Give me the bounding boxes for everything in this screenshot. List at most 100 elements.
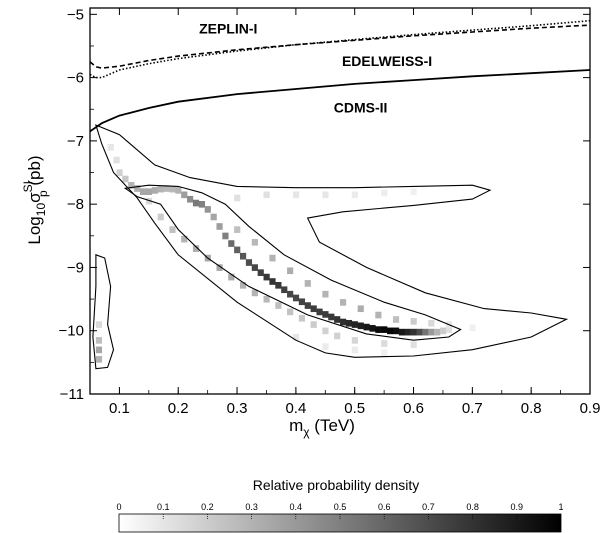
density-cell <box>281 286 288 294</box>
density-cell <box>192 245 200 252</box>
x-axis-title: mχ (TeV) <box>289 416 355 439</box>
density-cell <box>269 254 276 262</box>
density-cell <box>340 318 347 326</box>
density-cell <box>381 340 388 347</box>
density-cell <box>328 313 335 321</box>
x-tick-label: 0.6 <box>403 400 424 417</box>
density-cell <box>157 213 164 221</box>
density-cell <box>275 281 282 289</box>
density-cell <box>145 188 153 195</box>
colorbar-tick-label: 0.8 <box>466 502 479 512</box>
density-cell <box>357 322 364 330</box>
colorbar-tick-label: 0.2 <box>201 502 214 512</box>
density-cell <box>222 232 229 240</box>
y-tick-label: −6 <box>67 70 84 87</box>
colorbar-tick-label: 0.5 <box>334 502 347 512</box>
density-cell <box>375 311 382 319</box>
density-cell <box>128 182 135 189</box>
y-tick-label: −9 <box>67 259 84 276</box>
colorbar-tick-label: 1 <box>558 502 563 512</box>
density-cell <box>369 325 376 332</box>
density-cell <box>107 144 114 151</box>
label-edelweiss-i: EDELWEISS-I <box>342 53 432 69</box>
density-cell <box>257 269 264 276</box>
density-cell <box>287 308 294 316</box>
colorbar-tick-label: 0.7 <box>422 502 435 512</box>
limit-curve-edelweiss-i <box>90 24 590 69</box>
x-tick-label: 0.7 <box>462 400 483 417</box>
density-cell <box>95 337 103 344</box>
colorbar-ticks: 0 0.1 0.2 0.3 0.4 0.5 0.6 0.7 0.8 0.9 1 <box>116 502 564 520</box>
contour-left-island <box>92 254 115 370</box>
density-cell <box>198 201 205 208</box>
density-cell <box>304 302 311 309</box>
density-cell <box>298 314 305 322</box>
density-cell <box>422 328 429 336</box>
density-cell <box>122 175 129 183</box>
density-cell <box>416 328 423 336</box>
density-cell <box>234 246 241 254</box>
density-cell <box>245 259 253 266</box>
density-cell <box>275 302 282 309</box>
density-cell <box>151 187 158 194</box>
density-cell <box>381 349 388 357</box>
density-cell <box>287 290 294 298</box>
density-cell <box>304 280 311 287</box>
density-cell <box>445 326 453 333</box>
y-tick-label: −11 <box>60 386 84 403</box>
density-cell <box>387 327 394 335</box>
density-cell <box>95 321 103 328</box>
density-cell <box>95 356 103 363</box>
density-cell <box>292 294 300 302</box>
colorbar-tick-label: 0.6 <box>378 502 391 512</box>
exclusion-limit-curves <box>90 19 590 133</box>
density-cell <box>204 206 211 213</box>
density-cell <box>381 326 388 333</box>
x-tick-label: 0.5 <box>344 400 365 417</box>
density-cell <box>187 195 194 203</box>
density-cell <box>116 169 123 177</box>
density-cell <box>398 328 405 336</box>
density-cell <box>163 185 170 192</box>
density-cell <box>269 278 276 285</box>
x-tick-label: 0.2 <box>168 400 189 417</box>
contour-inner <box>123 184 462 341</box>
density-cell <box>263 273 270 281</box>
credible-contours <box>92 124 569 370</box>
plot-frame <box>89 7 591 395</box>
y-tick-label: −7 <box>67 133 84 150</box>
density-cell <box>228 240 235 247</box>
density-cell <box>140 188 147 195</box>
density-cell <box>216 264 223 271</box>
density-cell <box>316 308 323 316</box>
density-cell <box>157 185 164 193</box>
colorbar-tick-label: 0.4 <box>290 502 303 512</box>
density-cell <box>210 213 217 221</box>
density-cell <box>292 191 300 199</box>
density-cell <box>310 305 317 313</box>
density-cell <box>381 189 388 197</box>
colorbar-tick-label: 0.3 <box>245 502 258 512</box>
density-cell <box>240 252 247 260</box>
x-tick-label: 0.4 <box>285 400 306 417</box>
density-cell <box>392 327 400 335</box>
density-cell <box>145 197 153 205</box>
density-cell <box>175 187 182 194</box>
limit-curve-cdms-ii <box>90 69 590 133</box>
x-tick-label: 0.1 <box>109 400 130 417</box>
density-cell <box>251 264 258 271</box>
colorbar-title: Relative probability density <box>253 477 420 493</box>
label-cdms-ii: CDMS-II <box>334 99 388 115</box>
density-cell <box>404 328 411 336</box>
y-tick-label: −10 <box>59 323 84 340</box>
density-cell <box>334 316 341 323</box>
limit-curve-zeplin-i <box>90 19 590 79</box>
density-cell <box>263 295 270 303</box>
density-cell <box>234 226 241 233</box>
density-cell <box>95 346 103 354</box>
density-cell <box>434 328 441 336</box>
density-cell <box>292 333 300 341</box>
density-cell <box>228 273 235 281</box>
density-cell <box>375 326 382 333</box>
